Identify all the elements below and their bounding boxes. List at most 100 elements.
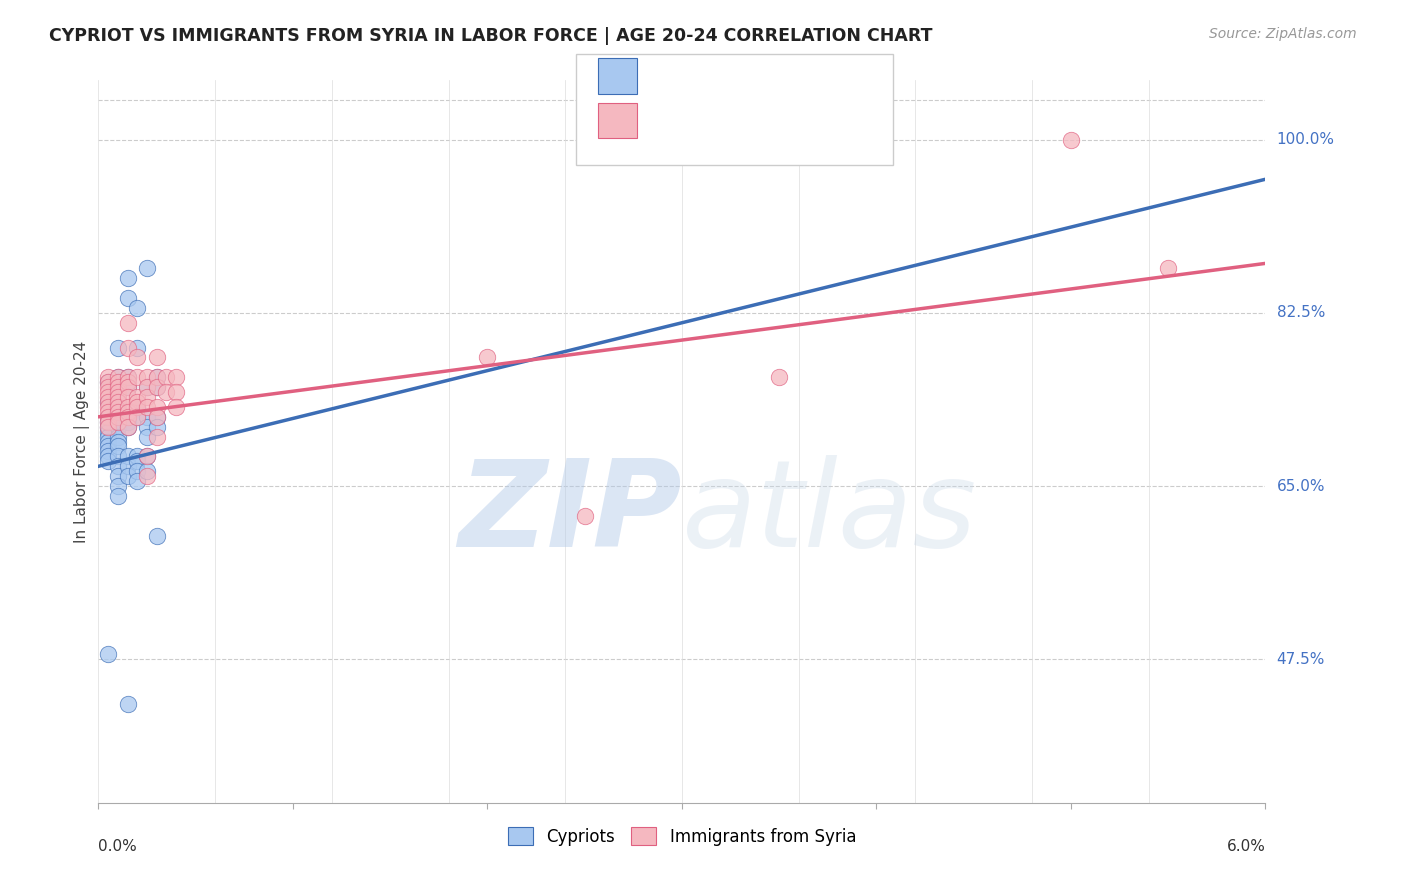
Point bbox=[117, 419, 139, 434]
Point bbox=[97, 434, 120, 449]
Point bbox=[117, 415, 139, 429]
Point bbox=[97, 425, 120, 439]
Text: 47.5%: 47.5% bbox=[1277, 652, 1324, 667]
Point bbox=[146, 370, 169, 384]
Text: 0.0%: 0.0% bbox=[98, 838, 138, 854]
Point bbox=[97, 415, 120, 429]
Point bbox=[97, 440, 120, 454]
Text: N =: N = bbox=[738, 112, 786, 129]
Point bbox=[107, 390, 129, 404]
Point bbox=[136, 400, 159, 414]
Text: 82.5%: 82.5% bbox=[1277, 305, 1324, 320]
Point bbox=[97, 375, 120, 389]
Text: 0.436: 0.436 bbox=[690, 67, 742, 85]
Point bbox=[117, 271, 139, 285]
Point bbox=[117, 370, 139, 384]
Point bbox=[107, 409, 129, 424]
Point bbox=[97, 648, 120, 662]
Text: ZIP: ZIP bbox=[458, 455, 682, 573]
Point bbox=[107, 415, 129, 429]
Point bbox=[1060, 133, 1083, 147]
Point bbox=[117, 450, 139, 464]
Text: 59: 59 bbox=[783, 112, 806, 129]
Point bbox=[107, 434, 129, 449]
Point bbox=[97, 395, 120, 409]
Text: 58: 58 bbox=[783, 67, 806, 85]
Text: N =: N = bbox=[738, 67, 786, 85]
Point bbox=[107, 479, 129, 493]
Point bbox=[107, 375, 129, 389]
Text: 65.0%: 65.0% bbox=[1277, 479, 1324, 493]
Point bbox=[165, 370, 187, 384]
Point bbox=[97, 395, 120, 409]
Text: CYPRIOT VS IMMIGRANTS FROM SYRIA IN LABOR FORCE | AGE 20-24 CORRELATION CHART: CYPRIOT VS IMMIGRANTS FROM SYRIA IN LABO… bbox=[49, 27, 932, 45]
Point bbox=[107, 450, 129, 464]
Point bbox=[117, 400, 139, 414]
Y-axis label: In Labor Force | Age 20-24: In Labor Force | Age 20-24 bbox=[75, 341, 90, 542]
Point bbox=[107, 405, 129, 419]
Point bbox=[97, 444, 120, 458]
Point bbox=[107, 380, 129, 394]
Point bbox=[1157, 261, 1180, 276]
Point bbox=[117, 469, 139, 483]
Point bbox=[127, 301, 149, 315]
Point bbox=[97, 429, 120, 443]
Point bbox=[127, 395, 149, 409]
Point bbox=[146, 380, 169, 394]
Point bbox=[107, 395, 129, 409]
Point bbox=[127, 370, 149, 384]
Point bbox=[146, 351, 169, 365]
Text: 0.372: 0.372 bbox=[690, 112, 744, 129]
Point bbox=[574, 508, 596, 523]
Point bbox=[117, 380, 139, 394]
Text: Source: ZipAtlas.com: Source: ZipAtlas.com bbox=[1209, 27, 1357, 41]
Point bbox=[117, 370, 139, 384]
Text: 100.0%: 100.0% bbox=[1277, 132, 1334, 147]
Point bbox=[97, 409, 120, 424]
Point bbox=[107, 459, 129, 474]
Point bbox=[136, 419, 159, 434]
Point bbox=[117, 697, 139, 711]
Point bbox=[117, 419, 139, 434]
Point bbox=[146, 419, 169, 434]
Point bbox=[127, 341, 149, 355]
Legend: Cypriots, Immigrants from Syria: Cypriots, Immigrants from Syria bbox=[501, 821, 863, 852]
Point bbox=[97, 419, 120, 434]
Point bbox=[127, 351, 149, 365]
Text: R =: R = bbox=[651, 112, 688, 129]
Point bbox=[97, 400, 120, 414]
Point bbox=[97, 385, 120, 400]
Point bbox=[146, 380, 169, 394]
Point bbox=[127, 400, 149, 414]
Point bbox=[107, 395, 129, 409]
Point bbox=[136, 409, 159, 424]
Point bbox=[107, 419, 129, 434]
Point bbox=[127, 409, 149, 424]
Point bbox=[117, 405, 139, 419]
Point bbox=[136, 450, 159, 464]
Point bbox=[165, 400, 187, 414]
Point bbox=[107, 469, 129, 483]
Point bbox=[136, 380, 159, 394]
Point bbox=[97, 405, 120, 419]
Point bbox=[127, 450, 149, 464]
Point bbox=[107, 380, 129, 394]
Point bbox=[97, 375, 120, 389]
Point bbox=[127, 409, 149, 424]
Point bbox=[97, 454, 120, 468]
Point bbox=[768, 370, 790, 384]
Point bbox=[117, 459, 139, 474]
Point bbox=[136, 261, 159, 276]
Point bbox=[155, 370, 177, 384]
Text: 6.0%: 6.0% bbox=[1226, 838, 1265, 854]
Point bbox=[127, 390, 149, 404]
Point bbox=[127, 454, 149, 468]
Point bbox=[477, 351, 499, 365]
Point bbox=[117, 316, 139, 330]
Point bbox=[127, 464, 149, 478]
Text: atlas: atlas bbox=[682, 455, 977, 573]
Point bbox=[155, 385, 177, 400]
Point bbox=[136, 464, 159, 478]
Point bbox=[146, 400, 169, 414]
Point bbox=[146, 370, 169, 384]
